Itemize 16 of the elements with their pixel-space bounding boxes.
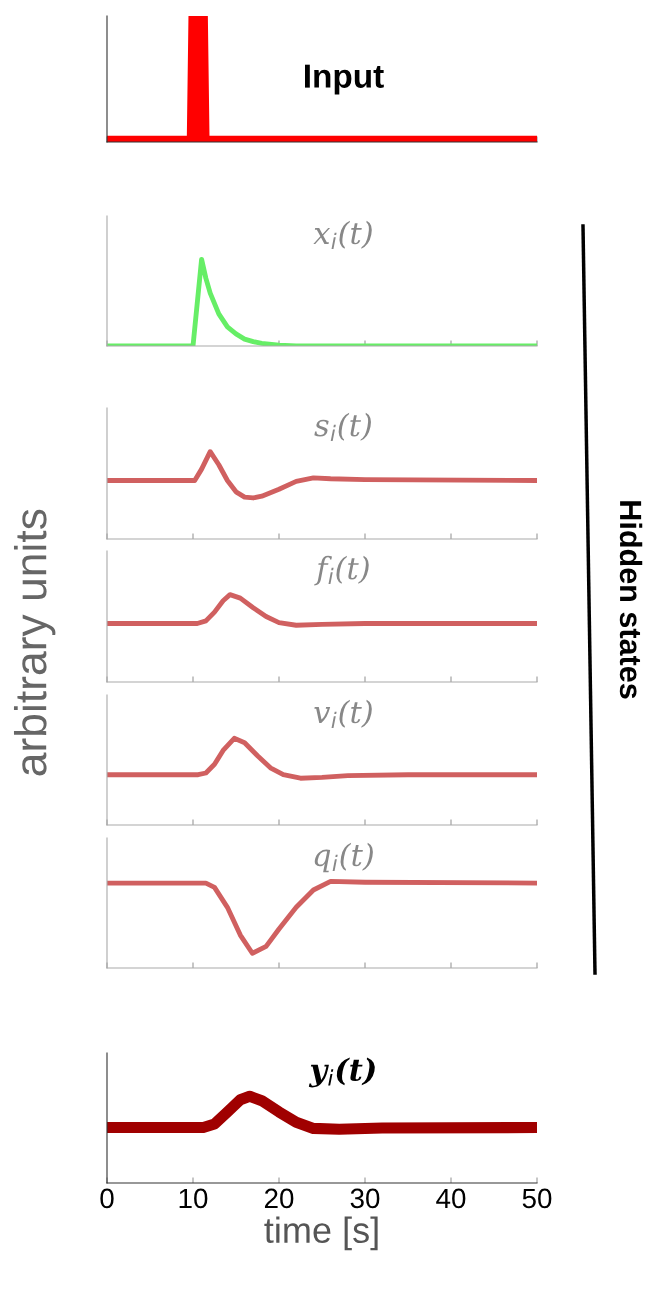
chart-title: q$_{i}$(t)	[314, 842, 373, 873]
x-tick-label: 40	[436, 1188, 466, 1209]
text: Hidden states	[619, 501, 643, 699]
chart-title: v$_{i}$(t)	[314, 699, 372, 728]
text: Input	[305, 64, 384, 95]
x-tick-label: 20	[264, 1188, 294, 1209]
x-axis-title: time [s]	[264, 1216, 378, 1251]
chart-title: x$_{i}$(t)	[313, 220, 372, 249]
x-tick-label: 0	[100, 1188, 114, 1209]
chart-title: y$_{i}$(t)	[308, 1057, 375, 1088]
y-axis-title: arbitrary units	[13, 509, 56, 776]
chart-title: f$_{i}$(t)	[314, 555, 369, 586]
x-tick-label: 30	[350, 1188, 380, 1209]
x-tick-label: 10	[179, 1188, 208, 1209]
chart-title: s$_{i}$(t)	[314, 412, 371, 442]
x-tick-label: 50	[522, 1188, 552, 1209]
